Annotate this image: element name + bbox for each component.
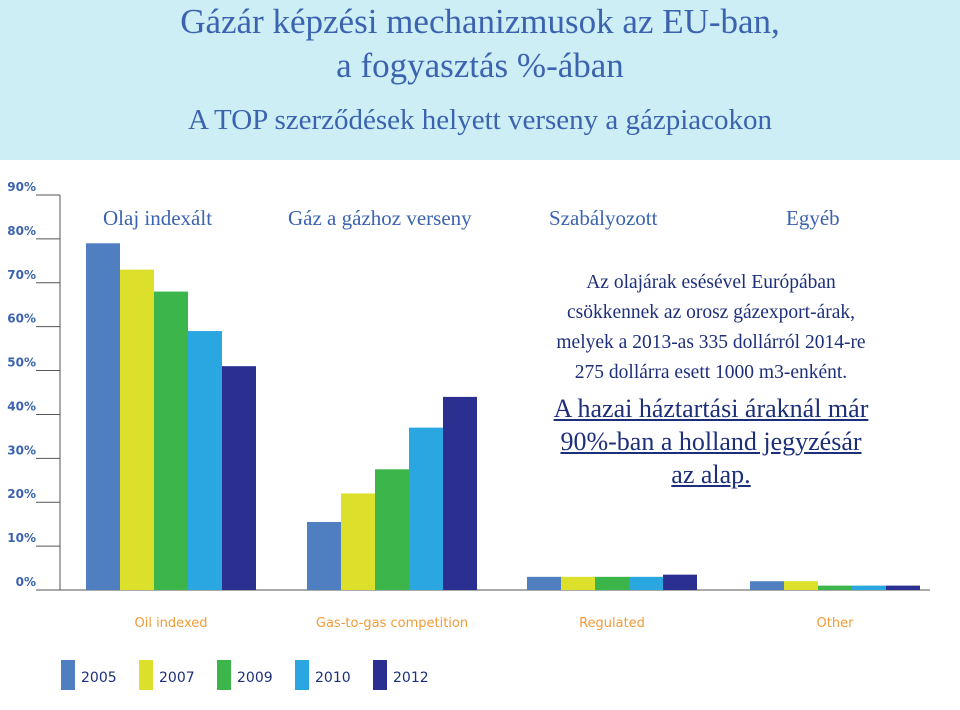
bar (307, 521, 341, 590)
bar (852, 585, 886, 590)
note-line: melyek a 2013-as 335 dollárról 2014-re (556, 332, 866, 353)
page-subtitle: A TOP szerződések helyett verseny a gázp… (187, 104, 773, 136)
bar (375, 469, 409, 590)
bar (86, 243, 120, 590)
x-category-label: Gas-to-gas competition (316, 616, 468, 631)
y-tick-label: 70% (7, 268, 36, 282)
legend-swatch (61, 660, 75, 690)
bar (409, 427, 443, 590)
note-highlight: 90%-ban a holland jegyzésár (560, 427, 862, 456)
bar (663, 574, 697, 590)
bar (188, 331, 222, 590)
note-line: csökkennek az orosz gázexport-árak, (566, 302, 856, 323)
y-tick-label: 50% (7, 356, 36, 370)
bar (341, 493, 375, 590)
bar (222, 366, 256, 590)
y-tick-label: 40% (7, 399, 36, 413)
bar (527, 576, 561, 590)
y-tick-label: 0% (16, 575, 36, 589)
note-box: Az olajárak esésével Európában csökkenne… (490, 262, 932, 516)
y-tick-label: 20% (7, 487, 36, 501)
note-highlight: A hazai háztartási áraknál már (553, 394, 869, 423)
legend-label: 2012 (393, 670, 429, 686)
y-tick-label: 90% (7, 180, 36, 194)
bar-chart: 0% 10% 20% 30% 40% 50% 60% 70% 80% 90% Oil indexed… (7, 180, 930, 690)
x-category-label: Oil indexed (134, 616, 207, 631)
bar (443, 396, 477, 590)
page-title-line2: a fogyasztás %-ában (336, 46, 624, 85)
chart-area: 0% 10% 20% 30% 40% 50% 60% 70% 80% 90% Oil indexed… (0, 160, 960, 705)
y-tick-label: 30% (7, 443, 36, 457)
bar (750, 581, 784, 590)
category-heading-oil: Olaj indexált (103, 206, 213, 230)
category-heading-regulated: Szabályozott (549, 206, 658, 230)
bar (120, 269, 154, 590)
category-heading-other: Egyéb (786, 206, 840, 230)
bar (629, 576, 663, 590)
legend-swatch (295, 660, 309, 690)
legend-label: 2007 (159, 670, 195, 686)
x-category-label: Other (817, 616, 855, 631)
note-highlight: az alap. (671, 460, 751, 489)
legend-swatch (373, 660, 387, 690)
x-category-label: Regulated (579, 616, 645, 631)
note-line: Az olajárak esésével Európában (586, 272, 836, 293)
legend-label: 2010 (315, 670, 351, 686)
bar (595, 576, 629, 590)
y-tick-label: 60% (7, 312, 36, 326)
note-line: 275 dollárra esett 1000 m3-enként. (574, 362, 848, 383)
y-tick-label: 80% (7, 224, 36, 238)
header-banner: Gázár képzési mechanizmusok az EU-ban, a… (0, 0, 960, 160)
page-title-line1: Gázár képzési mechanizmusok az EU-ban, (180, 2, 780, 41)
bar (784, 581, 818, 590)
legend-swatch (217, 660, 231, 690)
bar (886, 585, 920, 590)
bar (818, 585, 852, 590)
legend-swatch (139, 660, 153, 690)
category-heading-gas: Gáz a gázhoz verseny (288, 206, 472, 230)
legend-label: 2009 (237, 670, 273, 686)
bar (561, 576, 595, 590)
bar (154, 291, 188, 590)
legend-label: 2005 (81, 670, 117, 686)
y-tick-label: 10% (7, 531, 36, 545)
